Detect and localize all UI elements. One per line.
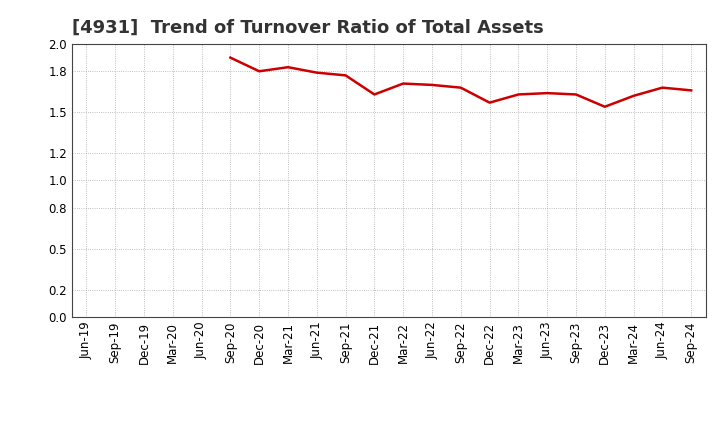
- Text: [4931]  Trend of Turnover Ratio of Total Assets: [4931] Trend of Turnover Ratio of Total …: [72, 19, 544, 37]
